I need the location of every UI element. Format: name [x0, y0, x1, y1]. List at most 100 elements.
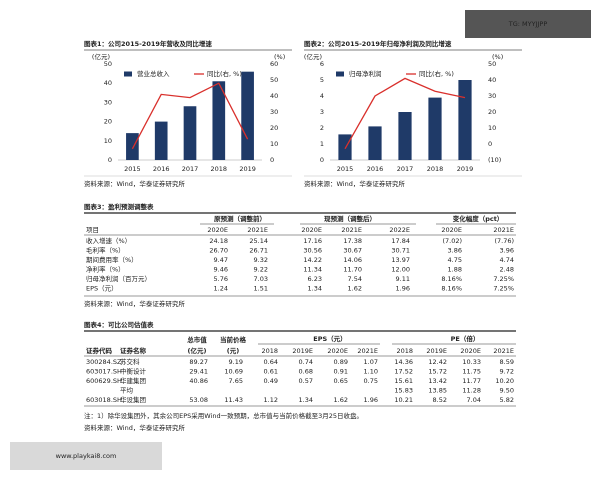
cell: 0.68: [299, 368, 313, 376]
cell: 26.70: [209, 247, 228, 255]
column-header: 总市值: [187, 335, 207, 344]
cell: 8.59: [500, 358, 514, 366]
y-tick-label: 50: [104, 60, 112, 68]
cell: 30.71: [391, 247, 410, 255]
cell: 9.22: [254, 266, 268, 274]
column-header: (亿元): [188, 346, 207, 355]
legend-swatch: [336, 71, 344, 77]
column-header: 2020E: [441, 226, 462, 234]
source: 资料来源：Wind，华泰证券研究所: [304, 179, 405, 188]
cell: 53.08: [189, 396, 208, 404]
source: 资料来源：Wind，华泰证券研究所: [84, 299, 185, 308]
y2-tick-label: 0: [270, 156, 274, 164]
cell: 5.76: [214, 275, 228, 283]
watermark: TG: MYYJJPP: [508, 20, 548, 28]
row-label: 期间费用率（%）: [86, 255, 138, 264]
source: 资料来源：Wind，华泰证券研究所: [84, 179, 185, 188]
cell: 15.72: [428, 368, 447, 376]
line-series: [344, 77, 466, 150]
y-axis-label: (亿元): [304, 52, 322, 61]
source: 资料来源：Wind，华泰证券研究所: [84, 423, 185, 432]
cell: (7.76): [494, 237, 514, 245]
column-header: 2020E: [207, 226, 228, 234]
y2-tick-label: 30: [270, 108, 278, 116]
y-axis-label: (亿元): [92, 52, 110, 61]
cell: 12.00: [391, 266, 410, 274]
column-header: 2018: [261, 347, 278, 355]
row-label: EPS（元）: [86, 285, 118, 293]
row-label: 归母净利润（百万元）: [86, 274, 151, 283]
column-header: (元): [227, 347, 239, 355]
column-header: 证券名称: [120, 346, 147, 355]
column-header: 2019E: [292, 347, 313, 355]
y2-axis-label: (%): [274, 53, 285, 61]
cell: 1.10: [364, 368, 378, 376]
cell: 7.54: [348, 275, 362, 283]
column-header: 2022E: [389, 226, 410, 234]
cell: 10.20: [495, 377, 514, 385]
chart-title: 图表1：公司2015-2019年营收及同比增速: [84, 39, 212, 48]
cell: 1.34: [308, 285, 322, 293]
cell: 1.51: [254, 285, 268, 293]
legend-label: 归母净利润: [349, 69, 382, 78]
cell: 11.34: [303, 266, 322, 274]
bar: [398, 112, 412, 160]
bar: [126, 133, 139, 160]
column-header: 证券代码: [86, 346, 113, 355]
y2-tick-label: 10: [270, 140, 278, 148]
cell: 1.62: [348, 285, 362, 293]
cell: 13.97: [391, 256, 410, 264]
table-title: 图表3：盈利预测调整表: [84, 202, 154, 211]
x-tick-label: 2016: [367, 165, 384, 173]
group-header: PE（倍）: [451, 334, 480, 343]
y-tick-label: 10: [104, 137, 112, 145]
y-tick-label: 0: [320, 156, 324, 164]
bar: [368, 126, 382, 160]
y-tick-label: 30: [104, 98, 112, 106]
cell: 8.16%: [441, 285, 462, 293]
group-header: 现预测（调整后）: [324, 214, 376, 223]
y2-tick-label: 50: [270, 76, 278, 84]
column-header: 2021E: [493, 226, 514, 234]
cell: 25.14: [249, 237, 268, 245]
legend-label: 同比(右, %): [419, 69, 454, 78]
cell: 8.16%: [441, 275, 462, 283]
y2-tick-label: 60: [270, 60, 278, 68]
column-header: 2020E: [301, 226, 322, 234]
y-tick-label: 3: [320, 108, 324, 116]
x-tick-label: 2017: [182, 165, 199, 173]
cell: 1.12: [264, 396, 278, 404]
cell: 0.74: [299, 358, 313, 366]
row-label: 苏交科: [120, 357, 140, 366]
line-series: [131, 82, 249, 150]
row-label: 300284.SZ: [86, 358, 122, 366]
bar: [458, 80, 472, 160]
cell: 14.22: [303, 256, 322, 264]
cell: 4.74: [500, 256, 514, 264]
cell: 11.28: [462, 387, 481, 395]
row-label: 华设集团: [120, 395, 146, 404]
group-header: 原预测（调整前）: [214, 214, 266, 223]
y2-tick-label: 10: [488, 124, 496, 132]
cell: 1.96: [364, 396, 378, 404]
cell: 9.32: [254, 256, 268, 264]
group-header: 变化幅度（pct）: [453, 214, 504, 223]
cell: 1.07: [364, 358, 378, 366]
cell: 24.18: [209, 237, 228, 245]
cell: 12.42: [428, 358, 447, 366]
column-header: 2019E: [426, 347, 447, 355]
group-header: EPS（元）: [313, 335, 346, 343]
column-header: 2021E: [493, 347, 514, 355]
legend-label: 同比(右, %): [207, 69, 242, 78]
y2-tick-label: 40: [270, 92, 278, 100]
column-header: 2021E: [357, 347, 378, 355]
x-tick-label: 2015: [124, 165, 141, 173]
cell: 7.03: [254, 275, 268, 283]
y2-tick-label: 40: [488, 76, 496, 84]
cell: 1.62: [334, 396, 348, 404]
column-header: 2021E: [247, 226, 268, 234]
cell: 0.64: [264, 358, 278, 366]
cell: 10.21: [394, 396, 413, 404]
cell: 4.75: [448, 256, 462, 264]
